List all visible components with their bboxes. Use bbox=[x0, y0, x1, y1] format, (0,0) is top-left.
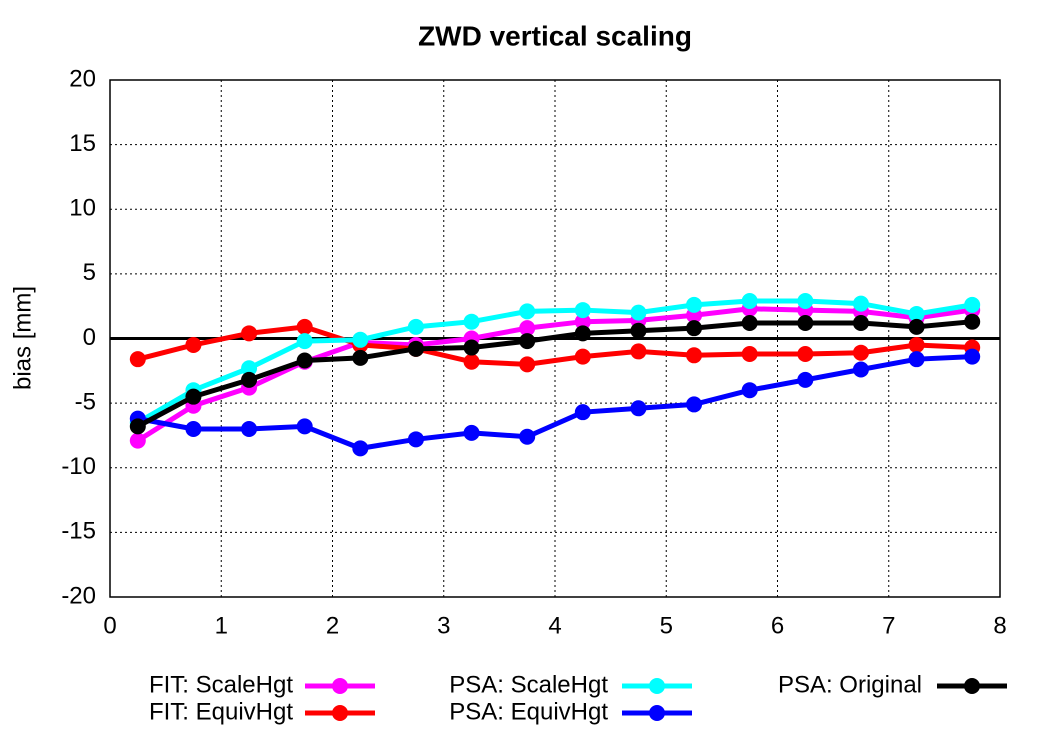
legend-label: FIT: EquivHgt bbox=[149, 698, 293, 725]
data-point bbox=[519, 303, 536, 320]
x-tick-label: 7 bbox=[882, 612, 895, 639]
data-point bbox=[296, 352, 313, 369]
data-point bbox=[241, 371, 258, 388]
data-point bbox=[463, 313, 480, 330]
data-point bbox=[964, 348, 981, 365]
data-point bbox=[352, 331, 369, 348]
data-point bbox=[852, 314, 869, 331]
data-point bbox=[964, 296, 981, 313]
chart-title: ZWD vertical scaling bbox=[418, 20, 692, 51]
x-tick-label: 4 bbox=[548, 612, 561, 639]
data-point bbox=[908, 336, 925, 353]
data-point bbox=[241, 420, 258, 437]
data-point bbox=[574, 348, 591, 365]
x-tick-label: 5 bbox=[660, 612, 673, 639]
data-point bbox=[852, 295, 869, 312]
data-point bbox=[686, 396, 703, 413]
data-point bbox=[630, 304, 647, 321]
data-point bbox=[185, 420, 202, 437]
data-point bbox=[185, 336, 202, 353]
y-tick-label: 15 bbox=[69, 130, 96, 157]
y-tick-label: 10 bbox=[69, 195, 96, 222]
plot-frame bbox=[109, 79, 1001, 598]
data-point bbox=[741, 293, 758, 310]
x-tick-label: 6 bbox=[771, 612, 784, 639]
data-point bbox=[797, 371, 814, 388]
data-point bbox=[741, 382, 758, 399]
data-point bbox=[797, 346, 814, 363]
series-line bbox=[137, 354, 973, 451]
data-point bbox=[741, 346, 758, 363]
data-point bbox=[908, 318, 925, 335]
legend-label: PSA: ScaleHgt bbox=[449, 671, 608, 698]
legend-marker bbox=[649, 705, 665, 721]
x-tick-label: 0 bbox=[103, 612, 116, 639]
y-tick-label: 0 bbox=[83, 324, 96, 351]
data-point bbox=[852, 344, 869, 361]
data-point bbox=[574, 313, 591, 330]
data-point bbox=[352, 349, 369, 366]
x-tick-label: 8 bbox=[993, 612, 1006, 639]
data-point bbox=[574, 302, 591, 319]
legend-marker bbox=[332, 705, 348, 721]
data-point bbox=[686, 320, 703, 337]
data-point bbox=[519, 333, 536, 350]
data-point bbox=[741, 314, 758, 331]
data-point bbox=[407, 318, 424, 335]
data-point bbox=[129, 351, 146, 368]
data-point bbox=[519, 428, 536, 445]
data-point bbox=[686, 296, 703, 313]
legend-marker bbox=[964, 678, 980, 694]
y-tick-label: 20 bbox=[69, 65, 96, 92]
series-line bbox=[137, 324, 973, 367]
data-point bbox=[463, 424, 480, 441]
data-point bbox=[630, 400, 647, 417]
legend-label: PSA: EquivHgt bbox=[449, 698, 608, 725]
y-tick-label: -10 bbox=[61, 453, 96, 480]
data-point bbox=[463, 353, 480, 370]
data-point bbox=[574, 325, 591, 342]
data-point bbox=[908, 351, 925, 368]
data-point bbox=[797, 314, 814, 331]
series-line bbox=[136, 298, 973, 425]
y-tick-label: -15 bbox=[61, 518, 96, 545]
y-tick-label: -20 bbox=[61, 582, 96, 609]
x-tick-label: 3 bbox=[437, 612, 450, 639]
data-point bbox=[407, 431, 424, 448]
data-point bbox=[519, 320, 536, 337]
data-point bbox=[185, 388, 202, 405]
data-point bbox=[574, 404, 591, 421]
data-point bbox=[241, 325, 258, 342]
data-point bbox=[630, 322, 647, 339]
data-point bbox=[129, 418, 146, 435]
data-point bbox=[296, 318, 313, 335]
y-tick-label: -5 bbox=[75, 388, 96, 415]
x-tick-label: 2 bbox=[326, 612, 339, 639]
data-point bbox=[797, 293, 814, 310]
data-point bbox=[296, 333, 313, 350]
legend-marker bbox=[649, 678, 665, 694]
data-point bbox=[686, 347, 703, 364]
data-point bbox=[129, 432, 146, 449]
legend-marker bbox=[332, 678, 348, 694]
data-point bbox=[463, 339, 480, 356]
data-point bbox=[519, 356, 536, 373]
y-axis-label: bias [mm] bbox=[9, 286, 36, 390]
data-point bbox=[241, 360, 258, 377]
data-point bbox=[630, 343, 647, 360]
data-point bbox=[908, 305, 925, 322]
data-point bbox=[296, 418, 313, 435]
data-point bbox=[964, 313, 981, 330]
data-point bbox=[352, 440, 369, 457]
legend-label: FIT: ScaleHgt bbox=[149, 671, 293, 698]
data-point bbox=[852, 361, 869, 378]
data-point bbox=[407, 340, 424, 357]
series-line bbox=[136, 319, 973, 429]
y-tick-label: 5 bbox=[83, 259, 96, 286]
legend-label: PSA: Original bbox=[778, 671, 922, 698]
x-tick-label: 1 bbox=[215, 612, 228, 639]
series-line bbox=[136, 306, 973, 443]
